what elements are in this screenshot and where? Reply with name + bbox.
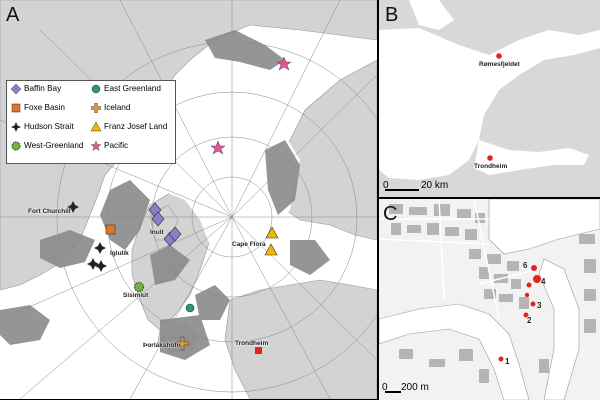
marker-hudson-2 [94, 242, 106, 254]
marker-trondheim [255, 347, 262, 354]
marker-hudson-1 [67, 201, 79, 213]
marker-franz-1 [265, 226, 279, 239]
site-4-marker [533, 275, 541, 283]
range-iceland [160, 315, 210, 360]
marker-west-greenland [133, 281, 145, 293]
site-label-3: 3 [537, 301, 542, 310]
harbour-water [488, 199, 600, 255]
legend-pacific-label: Pacific [104, 141, 129, 150]
legend-iceland: Iceland [90, 102, 130, 115]
legend-west-greenland: West-Greenland [11, 141, 83, 153]
range-pacific [205, 30, 285, 70]
legend-pacific: Pacific [90, 140, 128, 153]
label-romesfjeldet: Rømesfjeldet [479, 61, 520, 68]
star-icon [90, 140, 102, 152]
fjord-water [379, 28, 600, 180]
fjord-north-arm [409, 0, 454, 30]
range-siberia [265, 140, 300, 215]
marker-foxe [105, 224, 116, 235]
range-franz [290, 240, 330, 275]
site-2-marker [523, 312, 529, 318]
panel-b-regional-map: B Rømesfjeldet Trondheim 0 20 km [379, 0, 600, 197]
legend-west-greenland-label: West-Greenland [24, 141, 84, 150]
site-1-marker [498, 356, 504, 362]
legend-franz-josef-label: Franz Josef Land [104, 122, 168, 131]
plus-icon [90, 102, 102, 114]
marker-iceland [175, 336, 190, 351]
label-trondheim-b: Trondheim [474, 163, 508, 170]
range-hudson [40, 230, 95, 268]
circle-icon [91, 84, 101, 94]
legend-hudson: Hudson Strait [11, 122, 74, 134]
legend-franz-josef: Franz Josef Land [90, 121, 167, 134]
panel-c-city-map: C 6 4 3 2 1 0 200 m [379, 199, 600, 400]
marker-baffin-4 [168, 226, 182, 242]
city-map-svg [379, 199, 600, 400]
marker-hudson-3 [87, 258, 99, 270]
legend-east-greenland: East Greenland [91, 84, 161, 96]
range-west-greenland [150, 245, 190, 285]
legend-east-greenland-label: East Greenland [104, 84, 161, 93]
square-icon [11, 103, 21, 113]
label-iglulik: Iglulik [110, 250, 129, 257]
marker-pacific-2 [210, 140, 226, 155]
regional-map-svg [379, 0, 600, 197]
river-east [538, 258, 580, 400]
legend-baffin-label: Baffin Bay [24, 84, 62, 93]
label-cape-flora: Cape Flora [232, 241, 266, 248]
site-label-4: 4 [541, 277, 546, 286]
legend-foxe: Foxe Basin [11, 103, 65, 115]
site-label-2: 2 [527, 316, 532, 325]
label-trondheim-a: Trondheim [235, 340, 269, 347]
label-inuit: Inuit [150, 229, 164, 236]
panel-c-label: C [383, 203, 398, 225]
site-extra-marker [524, 292, 530, 298]
river [379, 303, 530, 400]
site-label-1: 1 [505, 357, 510, 366]
legend-iceland-label: Iceland [104, 103, 131, 112]
scale-zero-c: 0 [382, 382, 388, 393]
polar-map-svg [0, 0, 377, 399]
city-blocks [389, 204, 596, 383]
star-cross-icon [11, 122, 21, 132]
label-sisimiut: Sisimiut [123, 292, 149, 299]
scale-zero-b: 0 [383, 180, 389, 191]
marker-romesfjeldet [496, 53, 502, 59]
panel-a-label: A [6, 4, 20, 26]
marker-baffin-2 [151, 211, 165, 227]
range-labrador [0, 305, 50, 345]
diamond-icon [10, 83, 22, 95]
panel-a-polar-map: A Baffin Bay Foxe Basin Hudson Strait We… [0, 0, 377, 399]
triangle-icon [90, 121, 102, 132]
scale-label-b: 20 km [421, 180, 449, 191]
label-fort-churchill: Fort Churchill [28, 208, 71, 215]
streets [379, 199, 540, 320]
marker-pacific-1 [276, 56, 292, 71]
range-east-greenland [195, 285, 230, 320]
legend: Baffin Bay Foxe Basin Hudson Strait West… [6, 80, 176, 164]
site-markers [498, 265, 541, 362]
scandinavia-land [224, 279, 377, 399]
marker-hudson-4 [95, 260, 107, 272]
panel-b-label: B [385, 4, 399, 26]
burst-icon [11, 141, 21, 151]
site-6-marker [531, 265, 537, 271]
site-label-6: 6 [523, 261, 528, 270]
site-3-marker [530, 301, 536, 307]
legend-hudson-label: Hudson Strait [24, 122, 74, 131]
site-5-marker [526, 282, 532, 288]
legend-foxe-label: Foxe Basin [24, 103, 65, 112]
legend-baffin: Baffin Bay [10, 83, 61, 96]
marker-east-greenland [185, 303, 195, 313]
sample-markers [67, 56, 292, 354]
scale-label-c: 200 m [401, 382, 429, 393]
fjord-inner [474, 140, 589, 175]
marker-franz-2 [264, 243, 278, 256]
marker-trondheim-b [487, 155, 493, 161]
label-thorlakshofn: Þorlákshöfn [143, 342, 181, 349]
